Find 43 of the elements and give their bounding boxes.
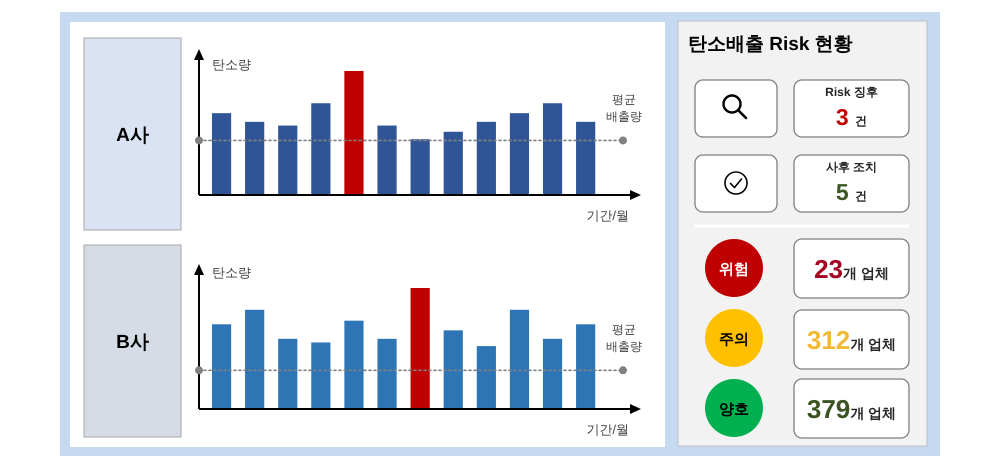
- bar: [344, 71, 364, 195]
- text: 3 건: [836, 104, 868, 130]
- bar: [212, 113, 232, 195]
- bar: [410, 139, 430, 195]
- bar: [344, 320, 364, 409]
- text: 사후 조치: [826, 160, 878, 174]
- text: 위험: [719, 261, 749, 278]
- x-axis-title: 기간/월: [586, 208, 629, 223]
- bar: [278, 126, 298, 195]
- text: 23개 업체: [814, 254, 889, 284]
- bar: [410, 288, 430, 409]
- bar: [377, 126, 397, 195]
- bar: [542, 338, 562, 409]
- bar: [245, 310, 264, 409]
- text: 탄소배출 Risk 현황: [688, 34, 853, 55]
- bar: [576, 324, 596, 409]
- bar: [311, 342, 330, 409]
- x-axis-title: 기간/월: [586, 422, 629, 437]
- bar: [476, 122, 496, 195]
- text: A사: [116, 125, 149, 146]
- ref-line-label: 평균 배출량: [606, 92, 642, 124]
- text: 312개 업체: [806, 325, 896, 355]
- text: 379개 업체: [806, 394, 896, 424]
- bar: [278, 338, 298, 409]
- bar: [377, 338, 397, 409]
- bar: [576, 122, 596, 195]
- text: B사: [116, 332, 149, 353]
- text: Risk 징후: [825, 85, 878, 99]
- text: 양호: [719, 401, 749, 418]
- bar: [510, 310, 530, 409]
- ref-line-label: 평균 배출량: [606, 322, 642, 354]
- bar: [476, 346, 496, 409]
- bar: [510, 113, 530, 195]
- bar: [444, 132, 463, 195]
- bar: [245, 122, 264, 195]
- bar: [212, 324, 232, 409]
- bar: [542, 103, 562, 195]
- bar: [444, 330, 463, 409]
- text: 주의: [719, 331, 749, 348]
- y-axis-title: 탄소량: [212, 57, 251, 72]
- y-axis-title: 탄소량: [212, 265, 251, 280]
- text: 5 건: [836, 179, 868, 205]
- bar: [311, 103, 330, 195]
